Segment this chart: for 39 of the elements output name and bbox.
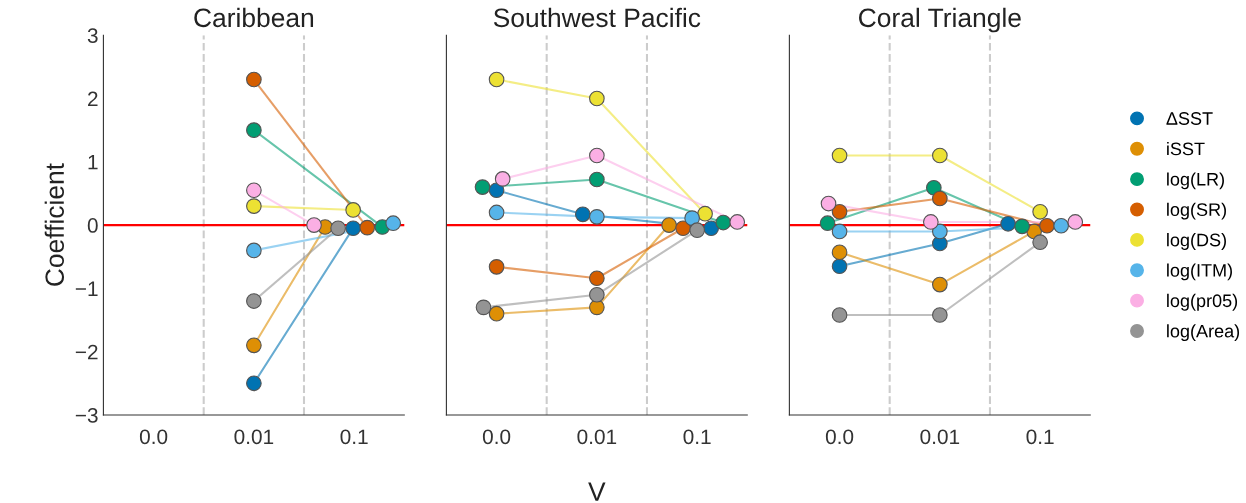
- x-tick-label: 0.01: [577, 429, 617, 445]
- chart-title: Southwest Pacific: [493, 7, 701, 28]
- y-tick-label: 0: [87, 218, 98, 233]
- point: [246, 71, 262, 88]
- x-axis-title: V: [588, 482, 606, 501]
- x-tick-label: 0.0: [482, 429, 511, 445]
- x-tick-label: 0.0: [139, 429, 168, 445]
- y-tick-label: −2: [75, 344, 98, 360]
- chart-title: Caribbean: [194, 7, 314, 28]
- y-tick-label: 2: [88, 91, 98, 107]
- legend-label: log(SR): [1167, 202, 1226, 220]
- point: [345, 220, 361, 237]
- y-tick-label: −3: [75, 407, 98, 423]
- legend-label: log(DS): [1167, 233, 1226, 250]
- x-tick-label: 0.0: [825, 429, 854, 445]
- x-tick-label: 0.1: [340, 429, 368, 445]
- point: [246, 122, 262, 138]
- point: [246, 293, 262, 309]
- x-tick-label: 0.01: [234, 429, 274, 445]
- legend-label: log(LR): [1167, 172, 1224, 190]
- y-tick-label: −1: [75, 281, 98, 296]
- point: [246, 337, 262, 354]
- point: [246, 198, 262, 214]
- y-tick-label: 3: [87, 28, 98, 43]
- point: [246, 182, 262, 199]
- legend-label: iSST: [1167, 142, 1205, 156]
- legend-label: ΔSST: [1166, 112, 1213, 125]
- point: [246, 242, 262, 259]
- chart-title: Coral Triangle: [859, 7, 1021, 33]
- legend-label: log(pr05): [1167, 293, 1238, 311]
- x-tick-label: 0.1: [1026, 429, 1054, 445]
- x-tick-label: 0.1: [683, 429, 711, 445]
- legend-label: log(ITM): [1167, 263, 1232, 281]
- x-tick-label: 0.01: [920, 429, 960, 445]
- point: [246, 375, 262, 392]
- legend-label: log(Area): [1167, 324, 1240, 342]
- y-tick-label: 1: [88, 155, 98, 170]
- point: [345, 202, 361, 218]
- y-axis-title: Coefficient: [44, 163, 65, 286]
